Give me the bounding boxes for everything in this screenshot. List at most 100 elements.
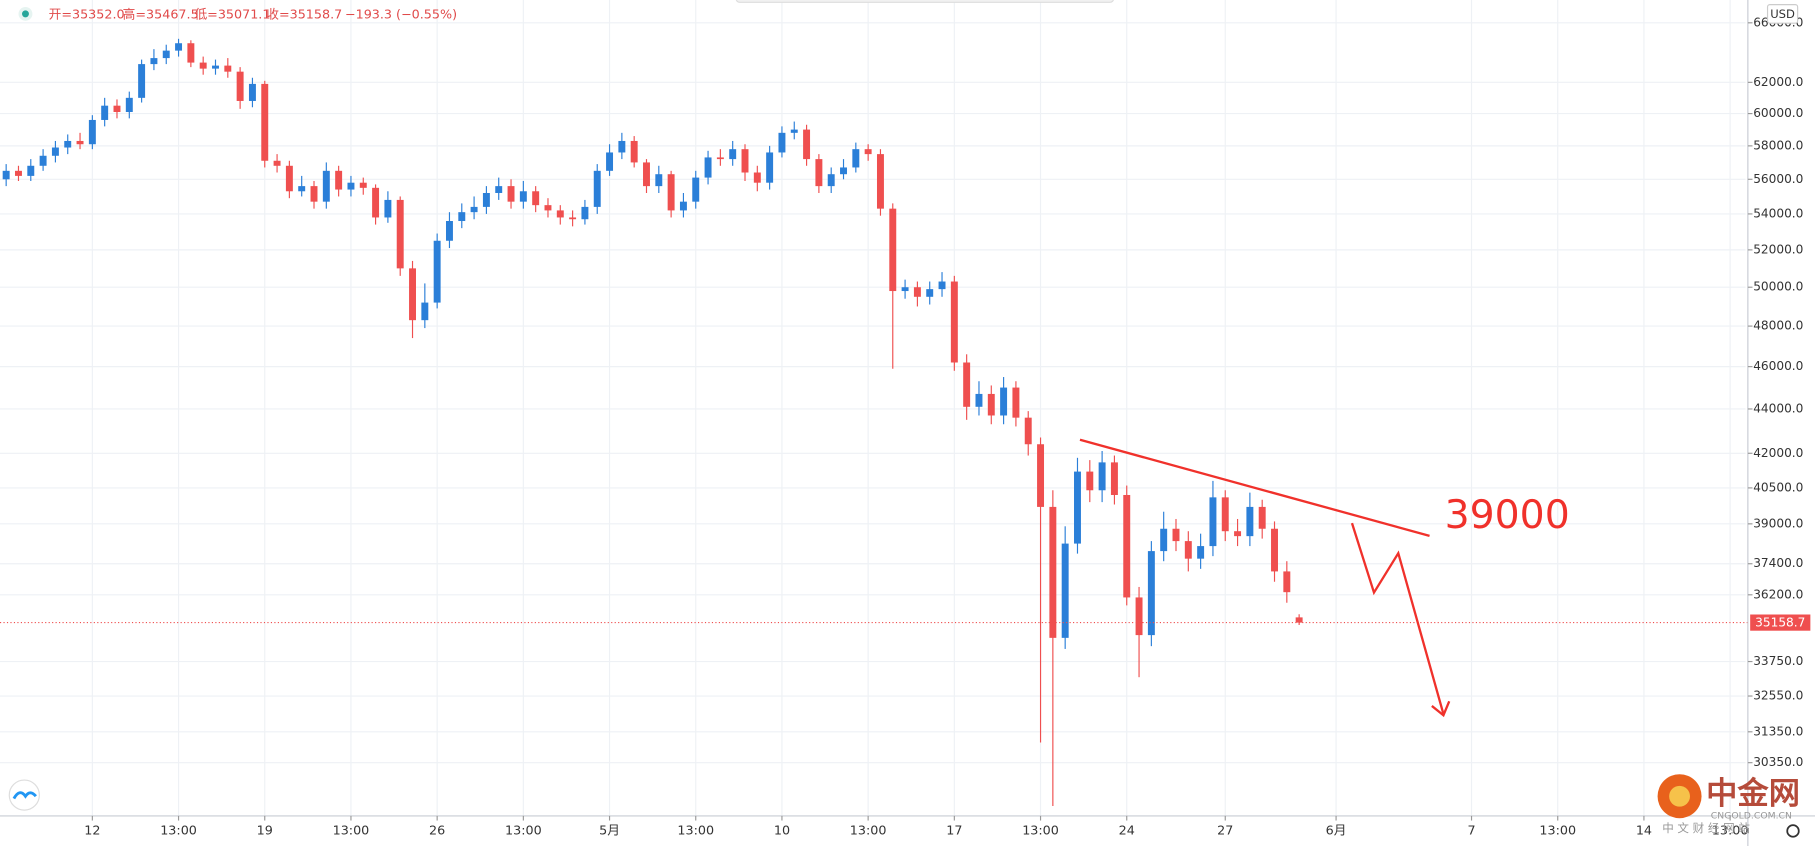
candle-body — [729, 149, 737, 160]
candle-body — [655, 174, 663, 187]
candle-body — [864, 149, 872, 155]
y-tick-label: 48000.0 — [1753, 319, 1803, 333]
candle-body — [125, 97, 133, 112]
logo-icon — [12, 791, 37, 800]
candle-body — [790, 129, 798, 133]
candle-body — [482, 192, 490, 207]
candle-body — [1086, 471, 1094, 491]
annotation-label: 39000 — [1445, 492, 1570, 538]
candle-body — [14, 170, 22, 176]
candle-body — [212, 65, 219, 69]
candle-body — [1160, 528, 1168, 552]
candle-body — [39, 155, 47, 166]
candle-body — [372, 187, 380, 218]
y-tick-label: 54000.0 — [1753, 206, 1803, 220]
y-tick-label: 33750.0 — [1753, 654, 1803, 668]
trend-line — [1079, 438, 1430, 537]
x-tick-label: 6月 — [1326, 823, 1347, 838]
candle-body — [766, 152, 774, 183]
x-tick-label: 12 — [84, 823, 100, 838]
candle-body — [975, 393, 983, 407]
x-tick-label: 26 — [429, 823, 445, 838]
x-tick-label: 24 — [1119, 823, 1135, 838]
candle-body — [1123, 494, 1131, 598]
x-tick-label: 14 — [1636, 823, 1652, 838]
last-price-box — [1750, 614, 1811, 631]
candle-body — [445, 221, 453, 241]
x-tick-label: 10 — [774, 823, 790, 838]
y-tick-label: 31350.0 — [1753, 724, 1803, 738]
candle-body — [827, 174, 835, 187]
candle-body — [507, 186, 515, 202]
x-tick-label: 13:00 — [850, 823, 887, 838]
x-tick-label: 13:00 — [505, 823, 542, 838]
candle-body — [162, 50, 170, 59]
candle-body — [716, 157, 724, 160]
candle-body — [1271, 528, 1278, 572]
y-tick-label: 50000.0 — [1753, 280, 1803, 294]
candle-body — [679, 201, 687, 211]
candle-body — [261, 83, 269, 161]
y-tick-label: 58000.0 — [1753, 138, 1803, 152]
candle-body — [433, 240, 441, 303]
candle-body — [1221, 497, 1229, 532]
candle-body — [606, 152, 614, 171]
x-tick-label: 17 — [946, 823, 962, 838]
candle-body — [384, 199, 392, 218]
candle-body — [1061, 543, 1069, 638]
candle-body — [1135, 597, 1143, 636]
y-tick-label: 36200.0 — [1753, 587, 1803, 601]
candle-body — [643, 162, 650, 187]
candle-body — [113, 105, 121, 112]
status-dot — [21, 10, 29, 18]
y-tick-label: 40500.0 — [1753, 480, 1803, 494]
header-close: 收=35158.7 — [266, 8, 342, 23]
candle-body — [1000, 387, 1008, 416]
candle-body — [1184, 541, 1192, 559]
axes: 66000.062000.060000.058000.056000.054000… — [84, 15, 1811, 838]
y-tick-label: 39000.0 — [1753, 516, 1803, 530]
candle-body — [175, 43, 183, 51]
watermark-site: CNGOLD.COM.CN — [1711, 810, 1792, 821]
y-tick-label: 46000.0 — [1753, 359, 1803, 373]
candle-body — [1197, 546, 1205, 559]
settings-icon[interactable] — [1786, 824, 1800, 838]
candle-body — [1024, 417, 1032, 445]
candle-body — [1209, 497, 1217, 547]
candle-body — [187, 43, 195, 63]
candle-body — [1283, 571, 1291, 593]
candle-body — [581, 206, 589, 220]
candle-body — [667, 174, 675, 211]
header-open: 开=35352.0 — [49, 8, 125, 23]
x-tick-label: 13:00 — [333, 823, 370, 838]
candle-body — [224, 65, 232, 72]
y-tick-label: 60000.0 — [1753, 106, 1803, 120]
watermark-subtitle: 中 文 财 经 网 站 — [1662, 821, 1750, 835]
candle-body — [2, 170, 10, 180]
trend-annotation — [1079, 438, 1451, 718]
currency-box[interactable] — [1766, 4, 1799, 24]
candle-body — [852, 149, 860, 168]
candle-body — [692, 177, 700, 202]
candle-body — [569, 217, 577, 220]
x-tick-label: 5月 — [599, 823, 620, 838]
y-tick-label: 62000.0 — [1753, 75, 1803, 89]
candle-body — [926, 289, 934, 297]
x-tick-label: 19 — [257, 823, 273, 838]
candle-body — [630, 140, 638, 163]
candle-body — [913, 287, 921, 297]
candle-body — [88, 119, 96, 145]
y-tick-label: 56000.0 — [1753, 172, 1803, 186]
candle-body — [556, 210, 564, 218]
candle-body — [1110, 462, 1118, 495]
candle-body — [347, 182, 355, 190]
candle-body — [1012, 387, 1020, 418]
candle-body — [101, 105, 109, 120]
candle-body — [618, 140, 626, 153]
candle-body — [285, 165, 293, 192]
y-tick-label: 42000.0 — [1753, 446, 1803, 460]
candle-body — [64, 140, 72, 148]
projection-arrow — [1350, 522, 1445, 715]
